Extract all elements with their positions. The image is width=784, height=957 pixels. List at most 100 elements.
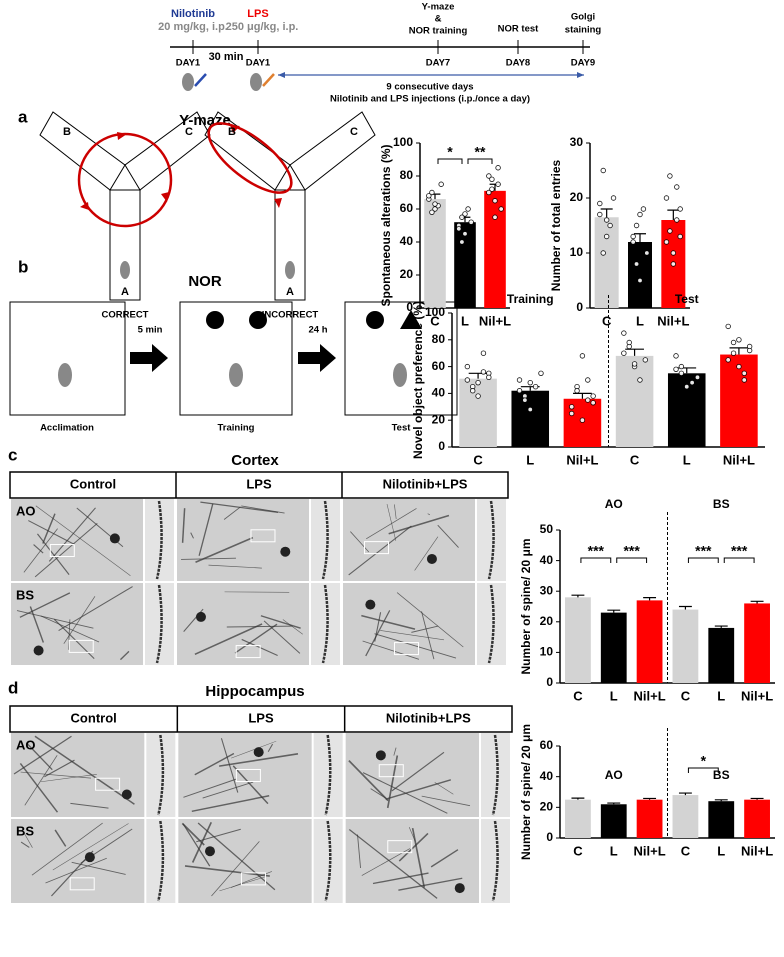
label: Golgi — [571, 12, 595, 23]
significance-label: *** — [731, 543, 748, 559]
y-tick-label: 20 — [400, 267, 414, 281]
data-point — [633, 222, 640, 229]
data-point — [492, 198, 498, 204]
data-point — [468, 219, 474, 225]
data-point — [621, 350, 627, 356]
significance-bracket — [723, 557, 755, 563]
x-tick-label: Nil+L — [741, 843, 773, 858]
significance-label: ** — [475, 144, 486, 160]
label: NOR test — [498, 24, 539, 35]
header-box — [9, 471, 509, 499]
dendrite — [155, 584, 163, 664]
y-tick-label: 100 — [425, 305, 445, 319]
significance-label: *** — [623, 543, 640, 559]
y-tick-label: 30 — [540, 583, 554, 597]
neurite — [33, 544, 44, 554]
data-point — [568, 410, 575, 417]
data-point — [527, 379, 533, 386]
neurite — [234, 623, 278, 654]
neurite — [20, 841, 30, 848]
arrow-head — [80, 132, 169, 210]
data-point — [486, 173, 492, 179]
data-point — [637, 211, 643, 218]
data-point — [674, 184, 680, 190]
significance-label: *** — [588, 543, 605, 559]
neurite — [374, 633, 457, 659]
dendrite — [321, 500, 329, 580]
data-point — [465, 206, 471, 212]
dendrite — [157, 820, 165, 902]
y-tick-label: 10 — [540, 645, 554, 659]
panel-title: NOR — [188, 273, 222, 290]
neurite — [44, 759, 75, 778]
neurite — [362, 772, 448, 814]
roi-box — [393, 642, 419, 656]
x-tick-label: L — [717, 843, 725, 858]
neurite — [282, 619, 303, 635]
neurite — [191, 795, 270, 813]
y-tick-label: 40 — [432, 386, 446, 400]
data-point — [585, 377, 591, 383]
data-point — [673, 366, 679, 372]
x-tick-label: C — [473, 452, 483, 467]
label: Nilotinib and LPS injections (i.p./once … — [330, 94, 530, 105]
y-maze: B C A CORRECT — [39, 111, 211, 321]
data-point — [579, 353, 586, 359]
y-tick-label: 50 — [540, 522, 554, 536]
x-tick-label: Nil+L — [657, 313, 689, 328]
bar — [636, 799, 663, 838]
y-tick-label: 40 — [400, 234, 414, 248]
data-point — [527, 406, 533, 413]
neurite — [430, 849, 459, 868]
data-point — [725, 323, 731, 330]
data-point — [585, 397, 591, 403]
maze-outline — [39, 111, 211, 301]
column-header: Nilotinib+LPS — [386, 710, 471, 725]
data-point — [730, 350, 737, 356]
column-header: Control — [70, 476, 116, 491]
micrograph — [178, 733, 312, 817]
arm-label: A — [286, 286, 294, 298]
step-label: 24 h — [308, 325, 327, 336]
soma — [280, 546, 291, 557]
arm-label: C — [185, 126, 193, 138]
data-point — [603, 217, 610, 223]
data-point — [470, 388, 476, 394]
data-point — [492, 214, 498, 220]
neurite — [13, 735, 72, 775]
y-tick-label: 40 — [540, 769, 554, 783]
bar — [594, 217, 619, 308]
data-point — [677, 233, 683, 240]
data-point — [725, 357, 731, 363]
neurite — [119, 650, 130, 661]
data-point — [600, 167, 606, 174]
bar — [708, 627, 735, 683]
micrographs: Control AO BS LPS Nilotinib+LPS Control AO BS LP… — [9, 471, 513, 903]
y-tick-label: 20 — [432, 412, 446, 426]
panel-title: Cortex — [231, 452, 279, 469]
y-tick-label: 10 — [570, 245, 584, 259]
label: LPS — [247, 8, 268, 20]
arm-label: B — [63, 126, 71, 138]
arrow-head — [230, 125, 282, 208]
neurite — [350, 531, 370, 553]
soma — [121, 789, 132, 800]
group-title: AO — [605, 497, 623, 511]
data-point — [607, 222, 613, 229]
bar — [484, 190, 506, 308]
bar — [565, 799, 591, 838]
data-point — [642, 357, 649, 363]
y-axis-label: Number of spine/ 20 μm — [519, 724, 533, 860]
path-circle — [77, 132, 173, 228]
neurite — [181, 822, 205, 846]
bar — [459, 378, 497, 447]
neurite — [54, 829, 67, 847]
data-point — [486, 374, 492, 381]
neurite — [190, 532, 194, 539]
neurite — [31, 822, 103, 876]
bar — [600, 612, 627, 683]
neurite — [25, 742, 53, 771]
y-tick-label: 0 — [438, 439, 445, 453]
neurite — [361, 614, 416, 630]
neurite — [408, 827, 416, 842]
